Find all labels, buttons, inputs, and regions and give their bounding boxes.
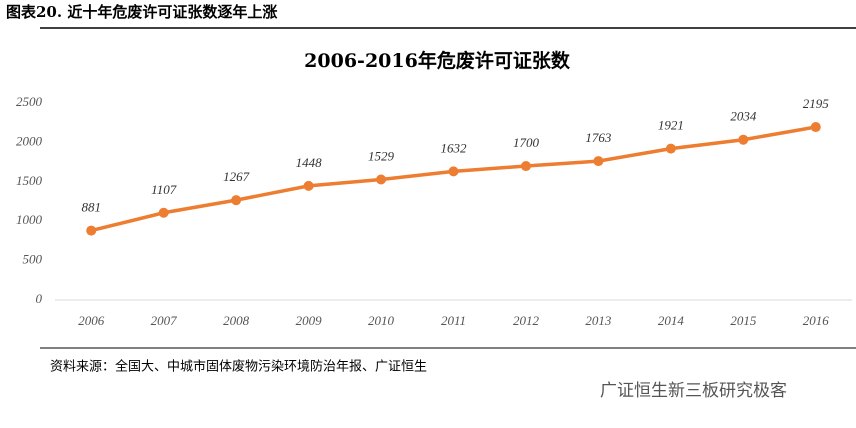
y-tick-label: 500 bbox=[23, 252, 43, 267]
data-label: 2034 bbox=[730, 109, 757, 124]
header-title: 图表20. 近十年危废许可证张数逐年上涨 bbox=[6, 3, 277, 21]
data-label: 1529 bbox=[368, 148, 395, 163]
data-label: 1107 bbox=[151, 182, 177, 197]
marker bbox=[520, 161, 531, 172]
marker bbox=[376, 174, 387, 185]
data-label: 1700 bbox=[513, 135, 540, 150]
x-tick-label: 2006 bbox=[78, 313, 105, 328]
data-label: 1632 bbox=[441, 140, 468, 155]
x-tick-label: 2016 bbox=[803, 313, 830, 328]
watermark: 广证恒生新三板研究极客 bbox=[600, 381, 787, 401]
x-tick-label: 2008 bbox=[223, 313, 250, 328]
x-tick-label: 2011 bbox=[441, 313, 466, 328]
x-tick-label: 2007 bbox=[151, 313, 178, 328]
marker bbox=[665, 143, 676, 154]
data-label: 2195 bbox=[803, 96, 830, 111]
y-tick-label: 1500 bbox=[16, 173, 43, 188]
y-tick-label: 2500 bbox=[16, 94, 43, 109]
data-label: 881 bbox=[81, 200, 101, 215]
marker bbox=[593, 156, 604, 167]
marker bbox=[810, 122, 821, 133]
marker bbox=[86, 225, 97, 236]
x-tick-label: 2012 bbox=[513, 313, 540, 328]
x-tick-label: 2013 bbox=[585, 313, 612, 328]
data-label: 1921 bbox=[658, 118, 684, 133]
y-tick-label: 1000 bbox=[16, 212, 43, 227]
marker bbox=[303, 180, 314, 191]
x-tick-label: 2015 bbox=[730, 313, 757, 328]
x-tick-label: 2009 bbox=[296, 313, 323, 328]
y-tick-label: 0 bbox=[36, 291, 43, 306]
chart-title: 2006-2016年危废许可证张数 bbox=[304, 49, 571, 72]
marker bbox=[231, 195, 242, 206]
y-tick-label: 2000 bbox=[16, 133, 43, 148]
marker bbox=[448, 166, 459, 177]
data-label: 1448 bbox=[296, 155, 323, 170]
source: 资料来源：全国大、中城市固体废物污染环境防治年报、广证恒生 bbox=[50, 359, 427, 375]
data-label: 1267 bbox=[223, 169, 250, 184]
data-label: 1763 bbox=[585, 130, 612, 145]
x-tick-label: 2010 bbox=[368, 313, 395, 328]
marker bbox=[738, 134, 749, 145]
marker bbox=[158, 207, 169, 218]
x-tick-label: 2014 bbox=[658, 313, 685, 328]
